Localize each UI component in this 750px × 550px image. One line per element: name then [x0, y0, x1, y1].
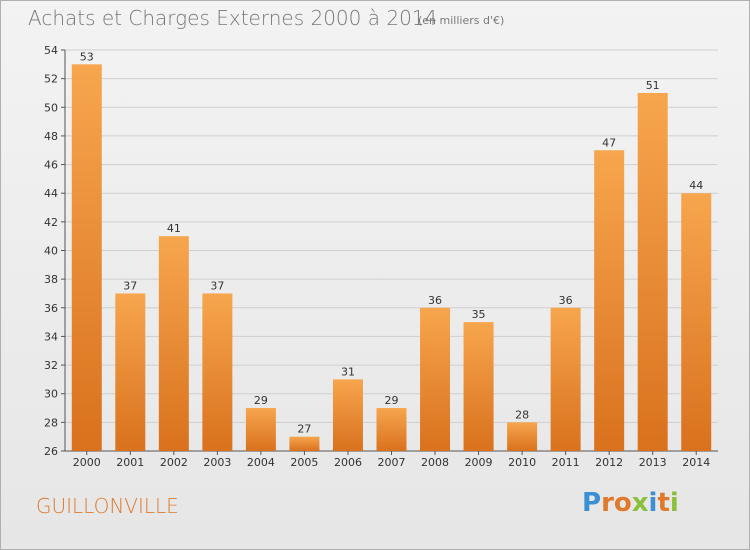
logo-letter: P [582, 488, 602, 518]
bar-2001 [115, 293, 146, 451]
y-tick-label: 44 [44, 187, 58, 200]
bar-2014 [681, 193, 712, 451]
x-tick-label: 2000 [73, 456, 101, 469]
y-tick-label: 26 [44, 445, 58, 458]
data-label: 37 [210, 279, 224, 292]
data-label: 37 [123, 279, 137, 292]
logo-letter: x [631, 488, 649, 518]
data-label: 35 [472, 308, 486, 321]
x-tick-label: 2008 [421, 456, 449, 469]
y-tick-label: 50 [44, 101, 58, 114]
data-label: 36 [428, 294, 442, 307]
logo-letter: r [601, 488, 614, 518]
data-label: 44 [689, 179, 703, 192]
y-tick-label: 38 [44, 273, 58, 286]
bar-2009 [463, 322, 494, 451]
bar-2000 [71, 64, 102, 452]
y-tick-label: 28 [44, 416, 58, 429]
bar-2013 [637, 92, 668, 451]
data-label: 47 [602, 136, 616, 149]
x-tick-label: 2002 [160, 456, 188, 469]
bar-2008 [420, 307, 451, 451]
y-tick-label: 36 [44, 302, 58, 315]
y-tick-label: 40 [44, 245, 58, 258]
y-tick-label: 48 [44, 130, 58, 143]
data-label: 51 [646, 79, 660, 92]
x-tick-label: 2006 [334, 456, 362, 469]
x-tick-label: 2013 [639, 456, 667, 469]
bar-2004 [245, 408, 276, 451]
bar-2005 [289, 436, 320, 451]
labels: 26 28 30 32 34 36 38 40 42 44 46 48 50 52 54 53 2000 37 20… [44, 44, 710, 469]
bar-2007 [376, 408, 407, 451]
x-tick-label: 2004 [247, 456, 275, 469]
x-tick-label: 2010 [508, 456, 536, 469]
logo-letter: i [648, 488, 658, 518]
data-label: 27 [297, 423, 311, 436]
bar-2002 [158, 236, 189, 451]
chart-subtitle: (en milliers d'€) [418, 14, 505, 27]
bar-2010 [507, 422, 538, 451]
bar-2003 [202, 293, 233, 451]
y-tick-label: 52 [44, 73, 58, 86]
x-tick-label: 2005 [290, 456, 318, 469]
bar-2006 [332, 379, 363, 451]
data-label: 29 [385, 394, 399, 407]
data-label: 41 [167, 222, 181, 235]
x-tick-label: 2012 [595, 456, 623, 469]
bars [71, 64, 712, 452]
y-tick-label: 32 [44, 359, 58, 372]
x-tick-label: 2009 [465, 456, 493, 469]
data-label: 53 [80, 50, 94, 63]
y-tick-label: 30 [44, 388, 58, 401]
logo-letter: t [657, 488, 670, 518]
logo-letter: i [669, 488, 679, 518]
bar-2011 [550, 307, 581, 451]
y-tick-label: 46 [44, 159, 58, 172]
bar-2012 [594, 150, 625, 451]
x-tick-label: 2014 [682, 456, 710, 469]
data-label: 36 [559, 294, 573, 307]
y-tick-label: 42 [44, 216, 58, 229]
data-label: 29 [254, 394, 268, 407]
data-label: 31 [341, 365, 355, 378]
y-tick-label: 34 [44, 330, 58, 343]
x-tick-label: 2007 [378, 456, 406, 469]
x-tick-label: 2011 [552, 456, 580, 469]
proxiti-logo: Proxiti [582, 488, 679, 518]
chart-title: Achats et Charges Externes 2000 à 2014 [28, 6, 438, 30]
x-tick-label: 2001 [116, 456, 144, 469]
x-tick-label: 2003 [203, 456, 231, 469]
commune-name: GUILLONVILLE [36, 494, 179, 518]
logo-letter: o [613, 488, 632, 518]
data-label: 28 [515, 408, 529, 421]
y-tick-label: 54 [44, 44, 58, 57]
